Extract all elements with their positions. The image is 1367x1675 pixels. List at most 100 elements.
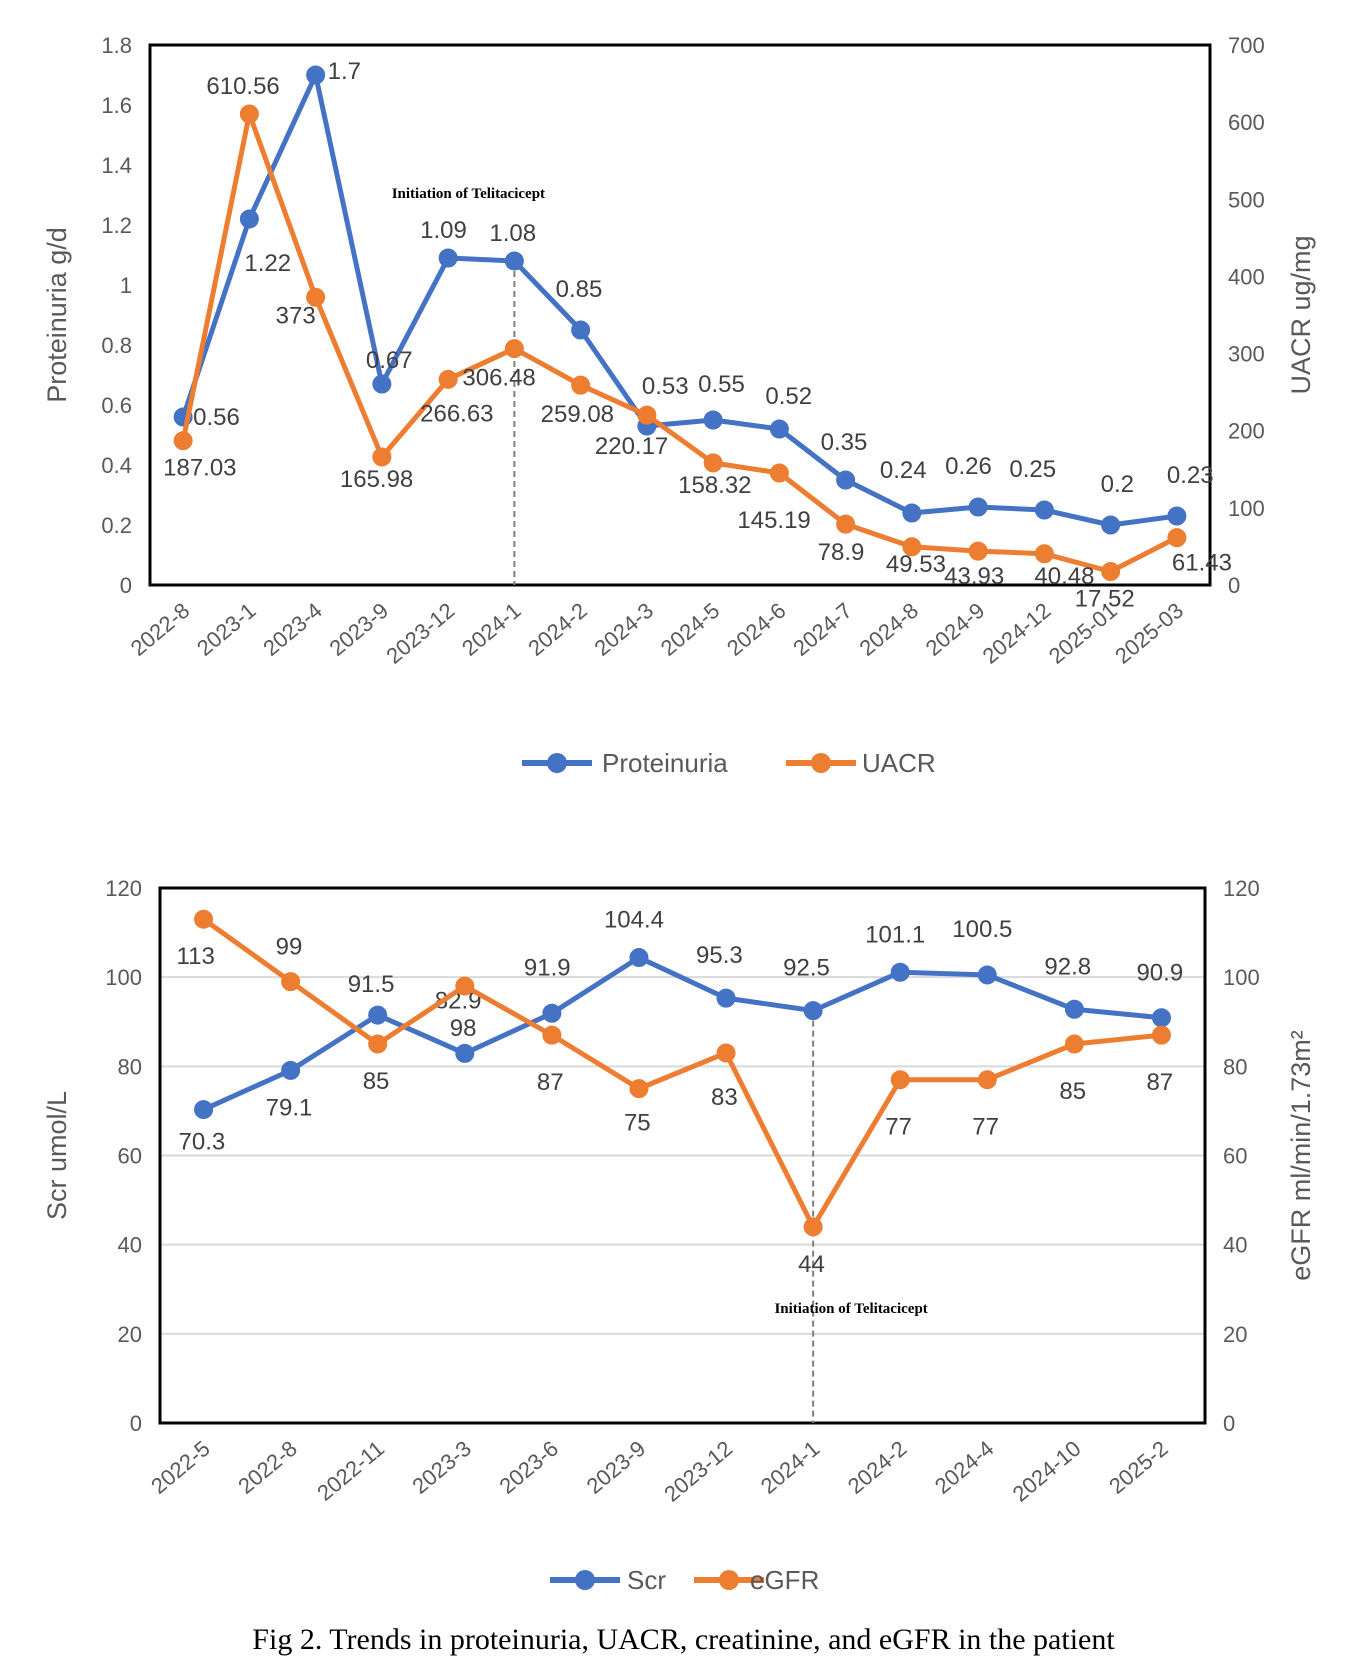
data-point-uacr: [703, 453, 723, 473]
data-point-scr: [977, 965, 997, 985]
data-label-proteinuria: 0.23: [1167, 462, 1214, 489]
data-label-scr: 92.8: [1044, 953, 1091, 980]
y-right-tick-label: 80: [1223, 1054, 1247, 1079]
data-point-egfr: [194, 909, 214, 929]
data-point-proteinuria: [836, 470, 856, 490]
data-point-egfr: [716, 1043, 736, 1063]
x-tick-label: 2022-11: [312, 1436, 389, 1506]
x-tick-label: 2024-3: [590, 598, 659, 661]
data-point-uacr: [173, 431, 193, 451]
x-tick-label: 2023-4: [258, 598, 327, 661]
data-label-uacr: 17.52: [1075, 585, 1135, 612]
data-label-proteinuria: 0.53: [642, 373, 689, 400]
data-point-egfr: [1064, 1034, 1084, 1054]
y-right-tick-label: 500: [1228, 187, 1265, 212]
annotation-text: Initiation of Telitacicept: [774, 1301, 927, 1317]
data-label-egfr: 113: [177, 943, 215, 970]
series-line-proteinuria: [180, 72, 1178, 528]
x-tick-label: 2023-12: [659, 1436, 737, 1507]
data-point-scr: [890, 962, 910, 982]
x-tick-label: 2022-8: [233, 1436, 302, 1499]
data-point-scr: [1064, 999, 1084, 1019]
data-label-scr: 101.1: [865, 921, 925, 948]
data-point-uacr: [836, 514, 856, 534]
x-tick-label: 2024-4: [930, 1436, 999, 1499]
data-label-egfr: 87: [1146, 1069, 1173, 1096]
x-tick-label: 2024-2: [843, 1436, 912, 1499]
data-point-egfr: [455, 976, 475, 996]
data-point-uacr: [1101, 561, 1121, 581]
data-point-proteinuria: [902, 503, 922, 523]
data-point-egfr: [1151, 1025, 1171, 1045]
series-line-scr: [202, 955, 1162, 1112]
y-right-axis-title: UACR ug/mg: [1286, 235, 1316, 394]
data-point-scr: [1151, 1008, 1171, 1028]
data-label-proteinuria: 0.25: [1009, 456, 1056, 483]
data-label-uacr: 78.9: [818, 539, 865, 566]
y-right-tick-label: 600: [1228, 110, 1265, 135]
x-tick-label: 2024-1: [756, 1436, 825, 1499]
y-right-tick-label: 100: [1228, 496, 1265, 521]
data-point-scr: [542, 1003, 562, 1023]
data-point-uacr: [968, 541, 988, 561]
data-label-scr: 70.3: [179, 1129, 226, 1156]
x-tick-label: 2022-8: [126, 598, 195, 661]
y-right-tick-label: 120: [1223, 876, 1260, 901]
y-left-tick-label: 1: [120, 273, 132, 298]
x-tick-label: 2024-10: [1008, 1436, 1086, 1507]
data-point-proteinuria: [504, 251, 524, 271]
data-point-proteinuria: [769, 419, 789, 439]
data-point-proteinuria: [1167, 506, 1187, 526]
legend-marker-scr: [575, 1570, 595, 1590]
y-left-tick-label: 0.2: [101, 513, 132, 538]
y-left-tick-label: 0.4: [101, 453, 132, 478]
data-label-proteinuria: 0.52: [765, 383, 812, 410]
y-right-tick-label: 20: [1223, 1322, 1247, 1347]
annotation-text: Initiation of Telitacicept: [392, 186, 545, 202]
data-label-scr: 100.5: [952, 916, 1012, 943]
data-point-uacr: [571, 375, 591, 395]
legend-label-egfr: eGFR: [750, 1565, 819, 1595]
x-tick-label: 2023-12: [381, 598, 459, 669]
data-label-egfr: 99: [276, 934, 303, 961]
data-label-proteinuria: 0.55: [698, 371, 745, 398]
plot-area-frame: [148, 43, 1212, 587]
legend-label-scr: Scr: [627, 1565, 666, 1595]
x-tick-label: 2024-2: [523, 598, 592, 661]
data-label-egfr: 77: [972, 1114, 999, 1141]
data-label-proteinuria: 1.09: [420, 217, 467, 244]
legend-marker-uacr: [811, 753, 831, 773]
y-right-tick-label: 0: [1223, 1411, 1235, 1436]
legend-label-uacr: UACR: [862, 748, 936, 778]
x-tick-label: 2024-7: [788, 598, 857, 661]
data-point-uacr: [306, 287, 326, 307]
data-label-scr: 79.1: [266, 1094, 313, 1121]
x-tick-label: 2023-6: [495, 1436, 564, 1499]
data-point-proteinuria: [703, 410, 723, 430]
data-point-uacr: [239, 104, 259, 124]
x-tick-label: 2023-9: [582, 1436, 651, 1499]
y-right-tick-label: 400: [1228, 264, 1265, 289]
data-label-uacr: 158.32: [678, 472, 751, 499]
data-label-uacr: 373: [276, 302, 316, 329]
data-point-proteinuria: [1101, 515, 1121, 535]
data-label-uacr: 610.56: [206, 73, 279, 100]
data-point-proteinuria: [1034, 500, 1054, 520]
data-point-uacr: [504, 339, 524, 359]
y-left-axis-title: Proteinuria g/d: [42, 227, 72, 403]
x-tick-label: 2022-5: [146, 1436, 215, 1499]
data-label-proteinuria: 1.08: [489, 220, 536, 247]
x-tick-label: 2024-5: [656, 598, 725, 661]
data-point-scr: [194, 1100, 214, 1120]
data-label-uacr: 40.48: [1034, 563, 1094, 590]
data-label-proteinuria: 0.2: [1101, 471, 1134, 498]
data-label-proteinuria: 0.67: [366, 347, 413, 374]
y-left-tick-label: 1.6: [101, 93, 132, 118]
x-tick-label: 2024-6: [722, 598, 791, 661]
data-point-uacr: [372, 447, 392, 467]
y-left-tick-label: 20: [118, 1322, 142, 1347]
figure-caption: Fig 2. Trends in proteinuria, UACR, crea…: [252, 1623, 1115, 1656]
series-line-egfr: [202, 917, 1162, 1230]
plot-area-frame: [158, 886, 1207, 1425]
y-left-tick-label: 0: [120, 573, 132, 598]
